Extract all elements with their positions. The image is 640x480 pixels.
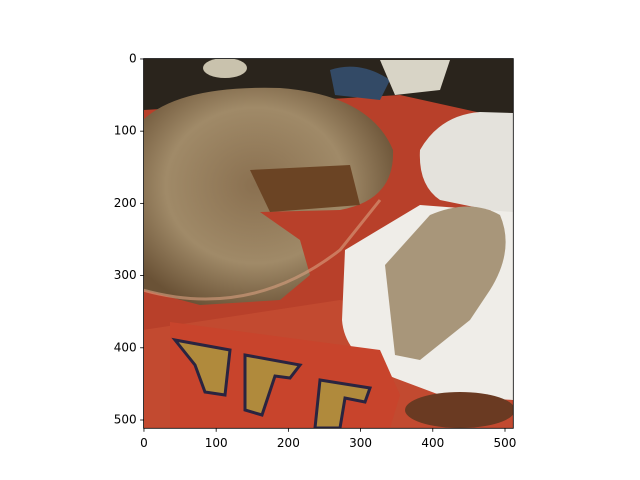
y-tick-label: 0 <box>129 51 137 65</box>
y-tick-label: 100 <box>114 124 137 138</box>
photo <box>143 58 514 429</box>
x-tick-label: 100 <box>205 436 228 450</box>
x-tick-label: 300 <box>349 436 372 450</box>
x-tick-label: 500 <box>494 436 517 450</box>
x-tick-label: 0 <box>140 436 148 450</box>
y-tick-label: 400 <box>114 340 137 354</box>
y-tick-label: 300 <box>114 268 137 282</box>
y-tick-label: 200 <box>114 196 137 210</box>
x-tick-label: 400 <box>421 436 444 450</box>
axes-frame <box>143 58 514 429</box>
y-tick-label: 500 <box>114 412 137 426</box>
x-tick-label: 200 <box>277 436 300 450</box>
